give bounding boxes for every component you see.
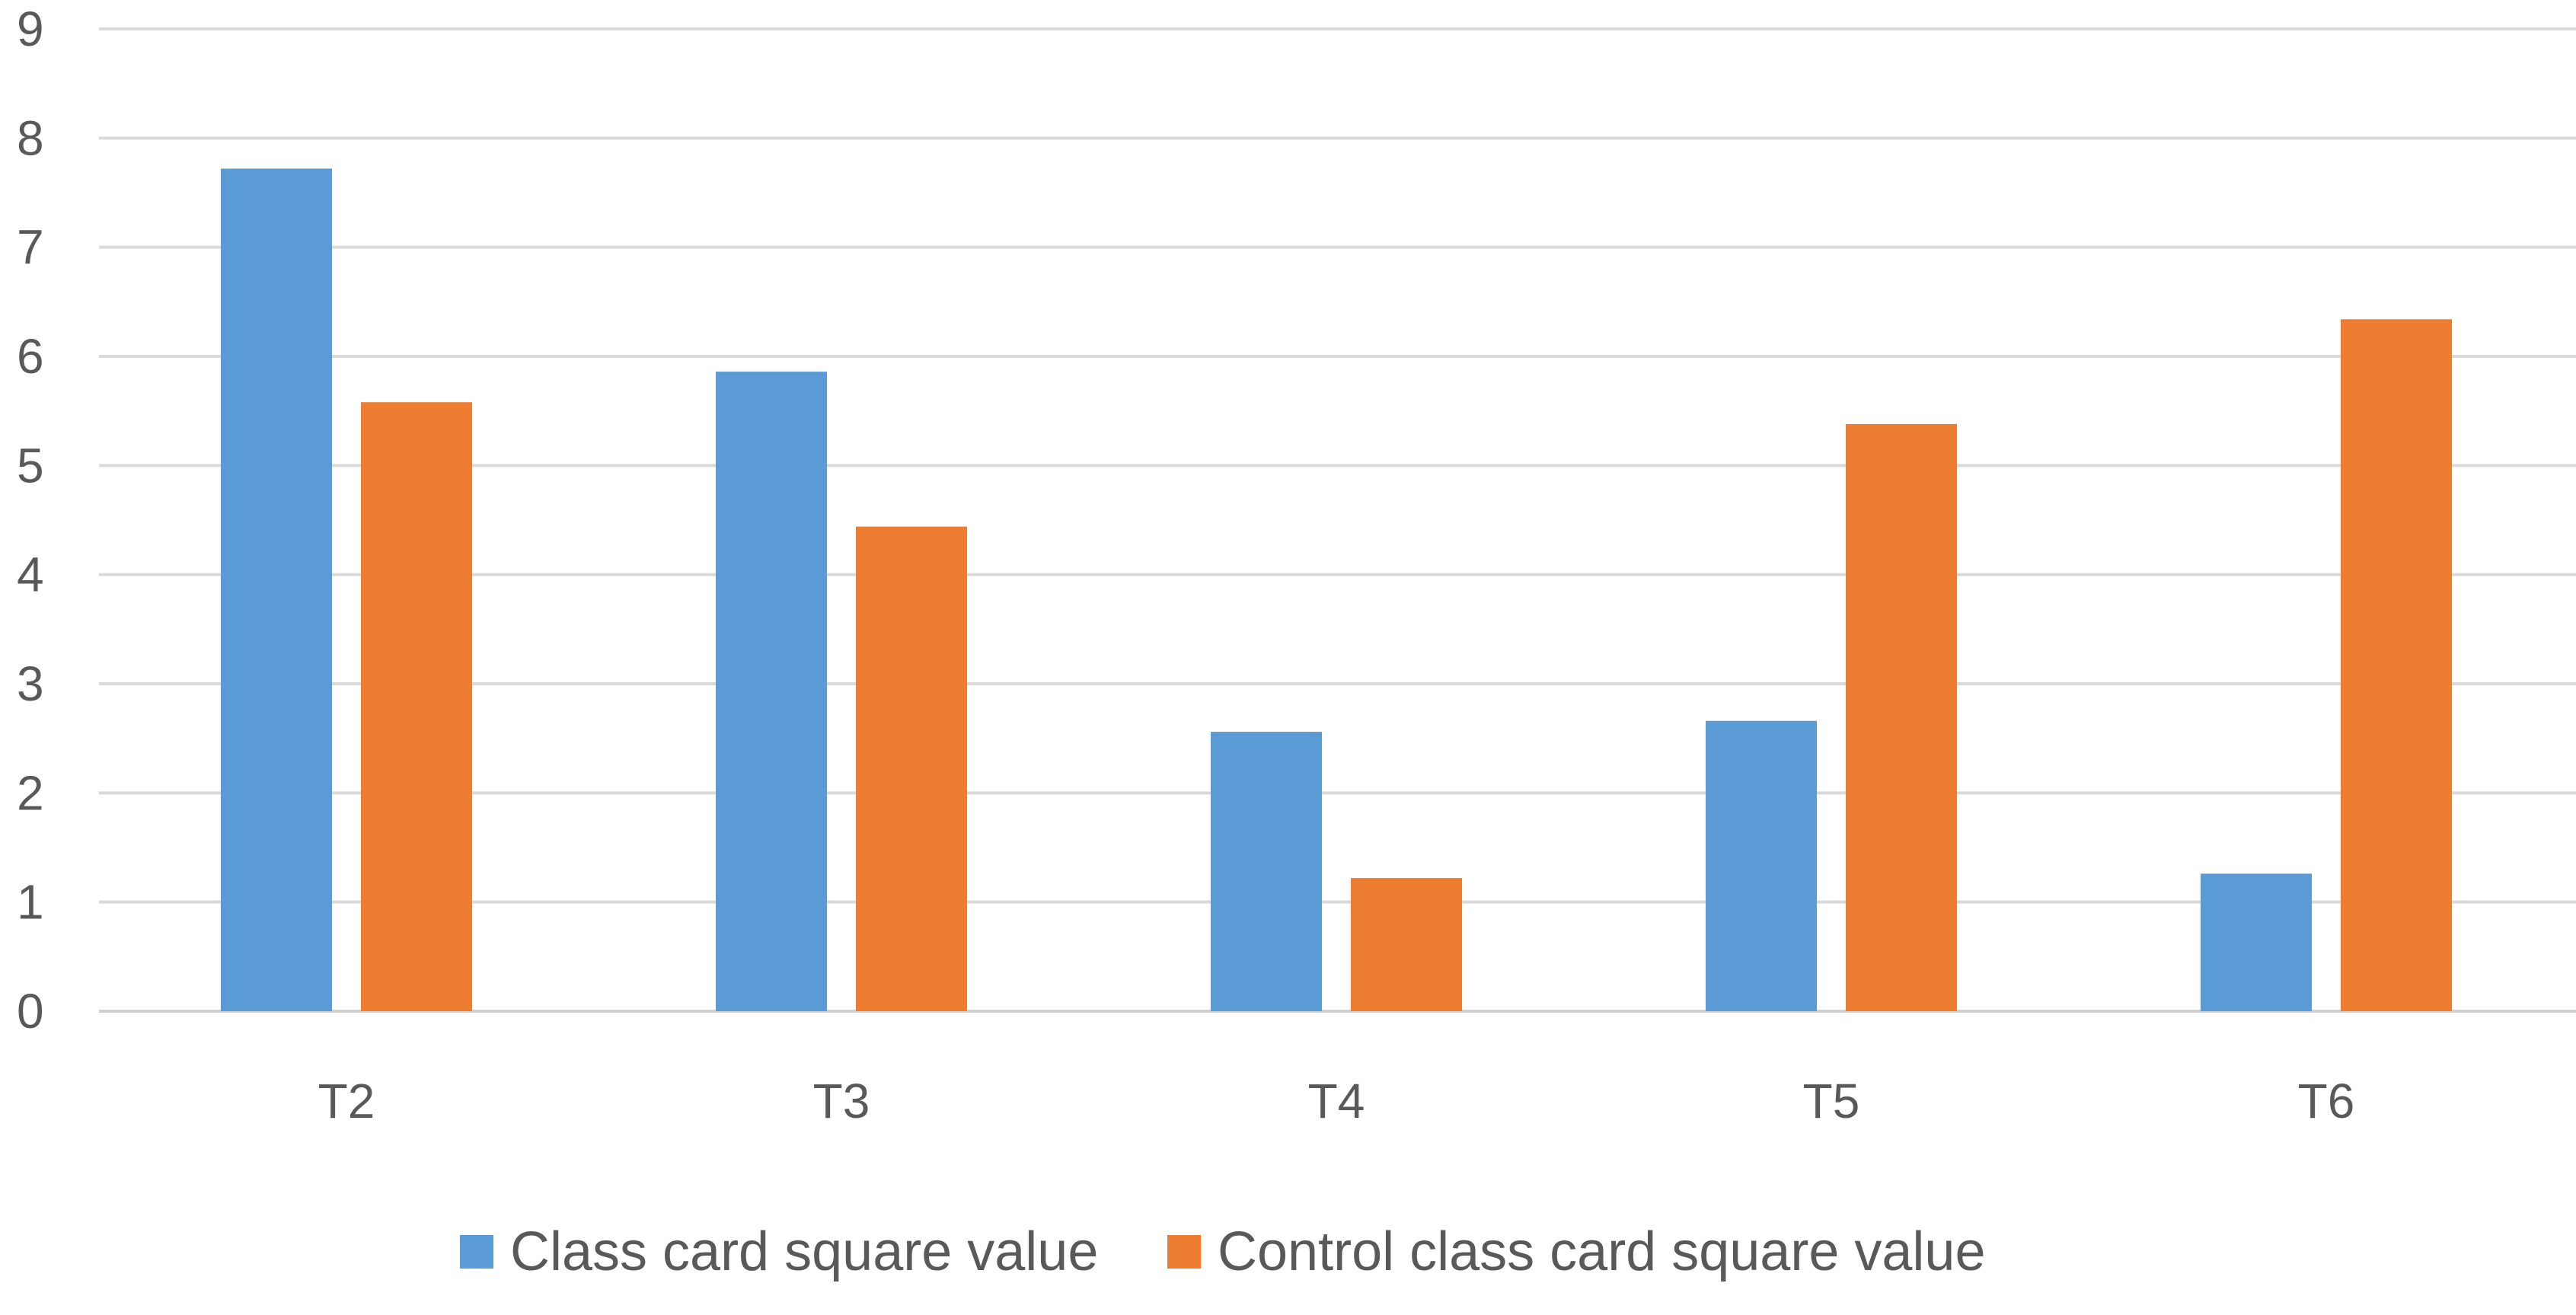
y-tick-label: 9 — [17, 2, 44, 56]
y-tick-label: 4 — [17, 547, 44, 602]
y-tick-label: 1 — [17, 875, 44, 930]
x-tick-label: T5 — [1803, 1074, 1860, 1128]
bar-t3-series-1 — [716, 372, 827, 1012]
y-tick-label: 7 — [17, 220, 44, 275]
legend-label-series-1: Class card square value — [510, 1221, 1098, 1282]
legend-swatch-series-2 — [1167, 1235, 1201, 1269]
x-axis-ticks: T2 T3 T4 T5 T6 — [318, 1074, 2355, 1128]
x-tick-label: T3 — [813, 1074, 870, 1128]
bar-t4-series-1 — [1211, 732, 1322, 1011]
y-tick-label: 3 — [17, 656, 44, 711]
legend-swatch-series-1 — [460, 1235, 493, 1269]
bar-t3-series-2 — [856, 526, 967, 1011]
x-tick-label: T4 — [1308, 1074, 1365, 1128]
y-tick-label: 6 — [17, 329, 44, 384]
y-tick-label: 2 — [17, 765, 44, 820]
y-tick-label: 5 — [17, 438, 44, 493]
x-tick-label: T2 — [318, 1074, 375, 1128]
bars — [221, 168, 2452, 1012]
bar-t6-series-2 — [2341, 319, 2452, 1011]
bar-t4-series-2 — [1351, 878, 1462, 1011]
bar-t5-series-1 — [1706, 720, 1817, 1011]
x-tick-label: T6 — [2298, 1074, 2355, 1128]
gridlines — [99, 27, 2576, 1013]
bar-t6-series-1 — [2201, 873, 2312, 1011]
legend: Class card square value Control class car… — [460, 1221, 1986, 1282]
legend-label-series-2: Control class card square value — [1218, 1221, 1986, 1282]
y-tick-label: 8 — [17, 110, 44, 165]
bar-t5-series-2 — [1846, 423, 1957, 1011]
bar-t2-series-2 — [361, 402, 472, 1011]
y-axis-ticks: 0 1 2 3 4 5 6 7 8 9 — [17, 2, 44, 1039]
y-tick-label: 0 — [17, 984, 44, 1039]
bar-t2-series-1 — [221, 168, 332, 1011]
